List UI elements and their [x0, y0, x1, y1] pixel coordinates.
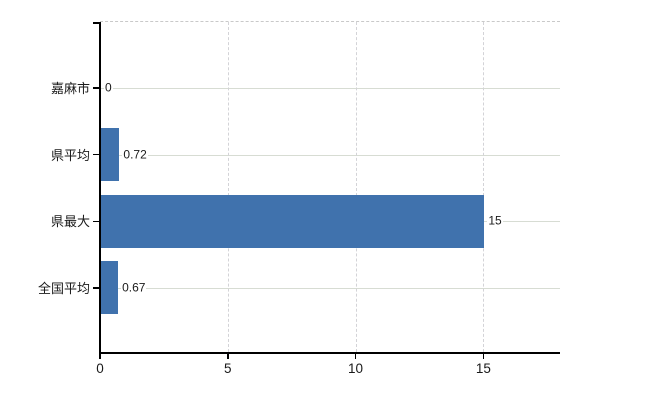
x-tick	[227, 354, 229, 359]
gridline-vertical	[355, 22, 357, 352]
x-tick-label: 15	[475, 361, 491, 376]
bar-value-label: 0.67	[121, 280, 147, 295]
bar-value-label: 0	[104, 80, 113, 95]
gridline-vertical	[483, 22, 485, 352]
plot-top-border	[100, 21, 560, 22]
category-label: 県最大	[50, 214, 90, 230]
bar	[101, 128, 120, 182]
y-tick	[93, 220, 100, 223]
y-tick	[93, 87, 100, 89]
gridline-horizontal	[101, 287, 560, 289]
category-label: 県平均	[50, 147, 90, 163]
gridline-horizontal	[101, 88, 560, 89]
x-tick-label: 5	[224, 361, 232, 376]
bar	[101, 194, 485, 248]
x-tick	[99, 354, 101, 359]
category-label: 嘉麻市	[50, 81, 90, 97]
x-tick-label: 10	[348, 361, 364, 376]
y-tick	[93, 22, 100, 24]
y-tick	[93, 287, 100, 289]
x-tick	[482, 354, 485, 359]
gridline-vertical	[227, 22, 229, 352]
y-tick	[93, 153, 100, 156]
bar	[101, 261, 119, 315]
x-tick	[354, 354, 357, 359]
x-tick-label: 0	[96, 361, 104, 376]
category-label: 全国平均	[37, 281, 90, 297]
x-axis-line	[99, 352, 560, 354]
gridline-horizontal	[101, 154, 560, 156]
y-axis-line	[99, 22, 101, 354]
bar-value-label: 15	[487, 213, 503, 229]
bar-value-label: 0.72	[122, 147, 148, 162]
